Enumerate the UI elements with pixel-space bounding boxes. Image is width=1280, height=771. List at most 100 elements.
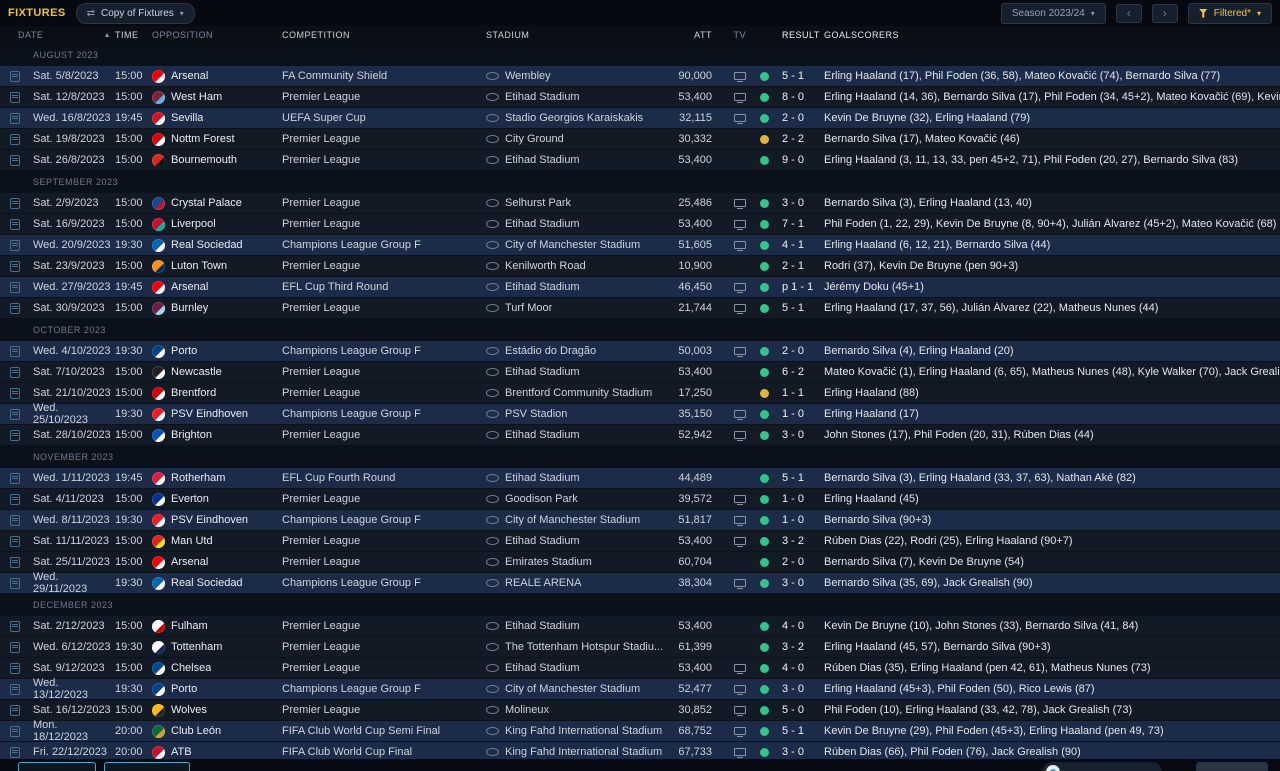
goalscorers: Bernardo Silva (4), Erling Haaland (20) bbox=[824, 345, 1014, 357]
opposition-name[interactable]: Arsenal bbox=[171, 281, 209, 293]
fixture-row[interactable]: Sat. 23/9/2023 15:00 Luton Town Premier … bbox=[0, 256, 1280, 277]
fixture-row[interactable]: Wed. 8/11/2023 19:30 PSV Eindhoven Champ… bbox=[0, 510, 1280, 531]
opposition-name[interactable]: Liverpool bbox=[171, 218, 216, 230]
month-label: SEPTEMBER 2023 bbox=[33, 177, 119, 187]
club-badge-icon bbox=[152, 534, 165, 548]
result-indicator-dot bbox=[759, 494, 769, 504]
opposition-name[interactable]: Porto bbox=[171, 345, 198, 357]
fixture-row[interactable]: Sat. 7/10/2023 15:00 Newcastle Premier L… bbox=[0, 362, 1280, 383]
column-date[interactable]: DATE ▲ bbox=[18, 30, 115, 40]
bottom-left-button-2[interactable] bbox=[104, 762, 190, 771]
fixture-row[interactable]: Mon. 18/12/2023 20:00 Club León FIFA Clu… bbox=[0, 719, 1280, 743]
column-time[interactable]: TIME bbox=[115, 30, 139, 40]
fixture-row[interactable]: Sat. 16/9/2023 15:00 Liverpool Premier L… bbox=[0, 214, 1280, 235]
column-goalscorers[interactable]: GOALSCORERS bbox=[824, 30, 900, 40]
bottom-right-button-2[interactable] bbox=[1196, 762, 1268, 771]
opposition-name[interactable]: Man Utd bbox=[171, 535, 213, 547]
fixture-row[interactable]: Wed. 16/8/2023 19:45 Sevilla UEFA Super … bbox=[0, 108, 1280, 129]
fixture-row[interactable]: Sat. 2/12/2023 15:00 Fulham Premier Leag… bbox=[0, 616, 1280, 637]
fixture-row[interactable]: Wed. 25/10/2023 19:30 PSV Eindhoven Cham… bbox=[0, 402, 1280, 426]
club-badge-icon bbox=[152, 661, 165, 675]
fixture-row[interactable]: Wed. 6/12/2023 19:30 Tottenham Premier L… bbox=[0, 637, 1280, 658]
stadium-icon bbox=[486, 410, 499, 418]
fixture-row[interactable]: Sat. 25/11/2023 15:00 Arsenal Premier Le… bbox=[0, 552, 1280, 573]
opposition-name[interactable]: Arsenal bbox=[171, 556, 209, 568]
view-selector-dropdown[interactable]: ⇄ Copy of Fixtures ▾ bbox=[75, 2, 195, 24]
opposition-name[interactable]: Rotherham bbox=[171, 472, 226, 484]
fixture-row[interactable]: Sat. 28/10/2023 15:00 Brighton Premier L… bbox=[0, 425, 1280, 446]
club-badge-icon bbox=[152, 428, 165, 442]
fixture-row[interactable]: Fri. 22/12/2023 20:00 ATB FIFA Club Worl… bbox=[0, 742, 1280, 763]
bottom-right-button[interactable] bbox=[1042, 762, 1162, 771]
column-result[interactable]: RESULT bbox=[782, 30, 820, 40]
opposition-name[interactable]: Everton bbox=[171, 493, 209, 505]
opposition-name[interactable]: Real Sociedad bbox=[171, 239, 243, 251]
opposition-name[interactable]: Tottenham bbox=[171, 641, 223, 653]
filter-dropdown[interactable]: Filtered* ▾ bbox=[1187, 2, 1272, 24]
funnel-icon bbox=[1198, 8, 1208, 18]
fixture-row[interactable]: Wed. 4/10/2023 19:30 Porto Champions Lea… bbox=[0, 341, 1280, 362]
season-selector-dropdown[interactable]: Season 2023/24 ▾ bbox=[1000, 2, 1106, 24]
fixture-row[interactable]: Wed. 13/12/2023 19:30 Porto Champions Le… bbox=[0, 677, 1280, 701]
fixture-row[interactable]: Sat. 16/12/2023 15:00 Wolves Premier Lea… bbox=[0, 700, 1280, 721]
fixture-time: 19:30 bbox=[115, 345, 143, 357]
stadium-icon bbox=[486, 706, 499, 714]
fixture-row[interactable]: Sat. 4/11/2023 15:00 Everton Premier Lea… bbox=[0, 489, 1280, 510]
opposition-name[interactable]: Porto bbox=[171, 683, 198, 695]
bottom-left-button-1[interactable] bbox=[18, 762, 96, 771]
opposition-name[interactable]: Brentford bbox=[171, 387, 217, 399]
result-indicator-dot bbox=[759, 113, 769, 123]
opposition-name[interactable]: PSV Eindhoven bbox=[171, 514, 249, 526]
competition-name: Premier League bbox=[282, 429, 361, 441]
opposition-name[interactable]: Wolves bbox=[171, 704, 207, 716]
opposition-name[interactable]: PSV Eindhoven bbox=[171, 408, 249, 420]
fixture-row[interactable]: Sat. 26/8/2023 15:00 Bournemouth Premier… bbox=[0, 150, 1280, 171]
stadium-icon bbox=[486, 727, 499, 735]
next-button[interactable]: › bbox=[1151, 3, 1178, 23]
fixture-row[interactable]: Sat. 12/8/2023 15:00 West Ham Premier Le… bbox=[0, 87, 1280, 108]
fixture-row[interactable]: Sat. 9/12/2023 15:00 Chelsea Premier Lea… bbox=[0, 658, 1280, 679]
column-competition[interactable]: COMPETITION bbox=[282, 30, 350, 40]
result: 7 - 1 bbox=[782, 218, 805, 230]
opposition-name[interactable]: Fulham bbox=[171, 620, 208, 632]
opposition-name[interactable]: Real Sociedad bbox=[171, 577, 243, 589]
stadium-name: Etihad Stadium bbox=[505, 154, 580, 166]
opposition-name[interactable]: Sevilla bbox=[171, 112, 204, 124]
month-label: OCTOBER 2023 bbox=[33, 325, 106, 335]
fixture-row[interactable]: Wed. 20/9/2023 19:30 Real Sociedad Champ… bbox=[0, 235, 1280, 256]
opposition-name[interactable]: Chelsea bbox=[171, 662, 212, 674]
club-badge-icon bbox=[152, 492, 165, 506]
opposition-name[interactable]: Luton Town bbox=[171, 260, 228, 272]
attendance: 51,817 bbox=[678, 514, 712, 526]
match-report-icon bbox=[10, 514, 20, 526]
fixture-row[interactable]: Sat. 19/8/2023 15:00 Nottm Forest Premie… bbox=[0, 129, 1280, 150]
opposition-name[interactable]: Brighton bbox=[171, 429, 212, 441]
fixture-row[interactable]: Sat. 30/9/2023 15:00 Burnley Premier Lea… bbox=[0, 298, 1280, 319]
column-opposition[interactable]: OPPOSITION bbox=[152, 30, 214, 40]
tv-icon bbox=[734, 114, 746, 124]
fixture-row[interactable]: Sat. 5/8/2023 15:00 Arsenal FA Community… bbox=[0, 66, 1280, 87]
fixture-row[interactable]: Sat. 21/10/2023 15:00 Brentford Premier … bbox=[0, 383, 1280, 404]
column-stadium[interactable]: STADIUM bbox=[486, 30, 530, 40]
result-indicator-dot bbox=[759, 473, 769, 483]
fixture-row[interactable]: Wed. 29/11/2023 19:30 Real Sociedad Cham… bbox=[0, 571, 1280, 595]
fixture-row[interactable]: Sat. 11/11/2023 15:00 Man Utd Premier Le… bbox=[0, 531, 1280, 552]
opposition-name[interactable]: Arsenal bbox=[171, 70, 209, 82]
previous-button[interactable]: ‹ bbox=[1115, 3, 1142, 23]
opposition-name[interactable]: Burnley bbox=[171, 302, 209, 314]
column-tv[interactable]: TV bbox=[733, 30, 746, 40]
goalscorers: Bernardo Silva (3), Erling Haaland (33, … bbox=[824, 472, 1136, 484]
opposition-name[interactable]: Nottm Forest bbox=[171, 133, 235, 145]
fixture-row[interactable]: Wed. 1/11/2023 19:45 Rotherham EFL Cup F… bbox=[0, 468, 1280, 489]
fixture-row[interactable]: Wed. 27/9/2023 19:45 Arsenal EFL Cup Thi… bbox=[0, 277, 1280, 298]
opposition-name[interactable]: Club León bbox=[171, 725, 222, 737]
opposition-name[interactable]: Bournemouth bbox=[171, 154, 238, 166]
column-attendance[interactable]: ATT bbox=[694, 30, 712, 40]
fixture-row[interactable]: Sat. 2/9/2023 15:00 Crystal Palace Premi… bbox=[0, 193, 1280, 214]
opposition-name[interactable]: Crystal Palace bbox=[171, 197, 242, 209]
opposition-name[interactable]: West Ham bbox=[171, 91, 223, 103]
fixture-time: 15:00 bbox=[115, 218, 143, 230]
opposition-name[interactable]: Newcastle bbox=[171, 366, 222, 378]
result: 4 - 0 bbox=[782, 620, 805, 632]
opposition-name[interactable]: ATB bbox=[171, 746, 192, 758]
